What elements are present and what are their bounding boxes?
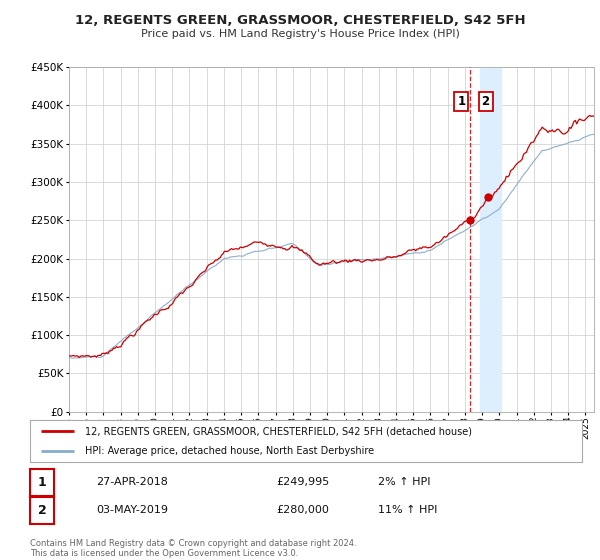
Text: 1: 1 bbox=[457, 95, 466, 108]
Text: 27-APR-2018: 27-APR-2018 bbox=[96, 477, 168, 487]
Text: 11% ↑ HPI: 11% ↑ HPI bbox=[378, 505, 437, 515]
Text: Price paid vs. HM Land Registry's House Price Index (HPI): Price paid vs. HM Land Registry's House … bbox=[140, 29, 460, 39]
Text: 1: 1 bbox=[38, 475, 46, 489]
Text: £249,995: £249,995 bbox=[276, 477, 329, 487]
Text: 2: 2 bbox=[38, 503, 46, 517]
Bar bbox=[481, 67, 501, 412]
Text: 12, REGENTS GREEN, GRASSMOOR, CHESTERFIELD, S42 5FH: 12, REGENTS GREEN, GRASSMOOR, CHESTERFIE… bbox=[74, 14, 526, 27]
Text: 03-MAY-2019: 03-MAY-2019 bbox=[96, 505, 168, 515]
Text: £280,000: £280,000 bbox=[276, 505, 329, 515]
Text: 2: 2 bbox=[481, 95, 490, 108]
Text: HPI: Average price, detached house, North East Derbyshire: HPI: Average price, detached house, Nort… bbox=[85, 446, 374, 456]
Text: 12, REGENTS GREEN, GRASSMOOR, CHESTERFIELD, S42 5FH (detached house): 12, REGENTS GREEN, GRASSMOOR, CHESTERFIE… bbox=[85, 426, 472, 436]
Text: Contains HM Land Registry data © Crown copyright and database right 2024.
This d: Contains HM Land Registry data © Crown c… bbox=[30, 539, 356, 558]
Text: 2% ↑ HPI: 2% ↑ HPI bbox=[378, 477, 431, 487]
